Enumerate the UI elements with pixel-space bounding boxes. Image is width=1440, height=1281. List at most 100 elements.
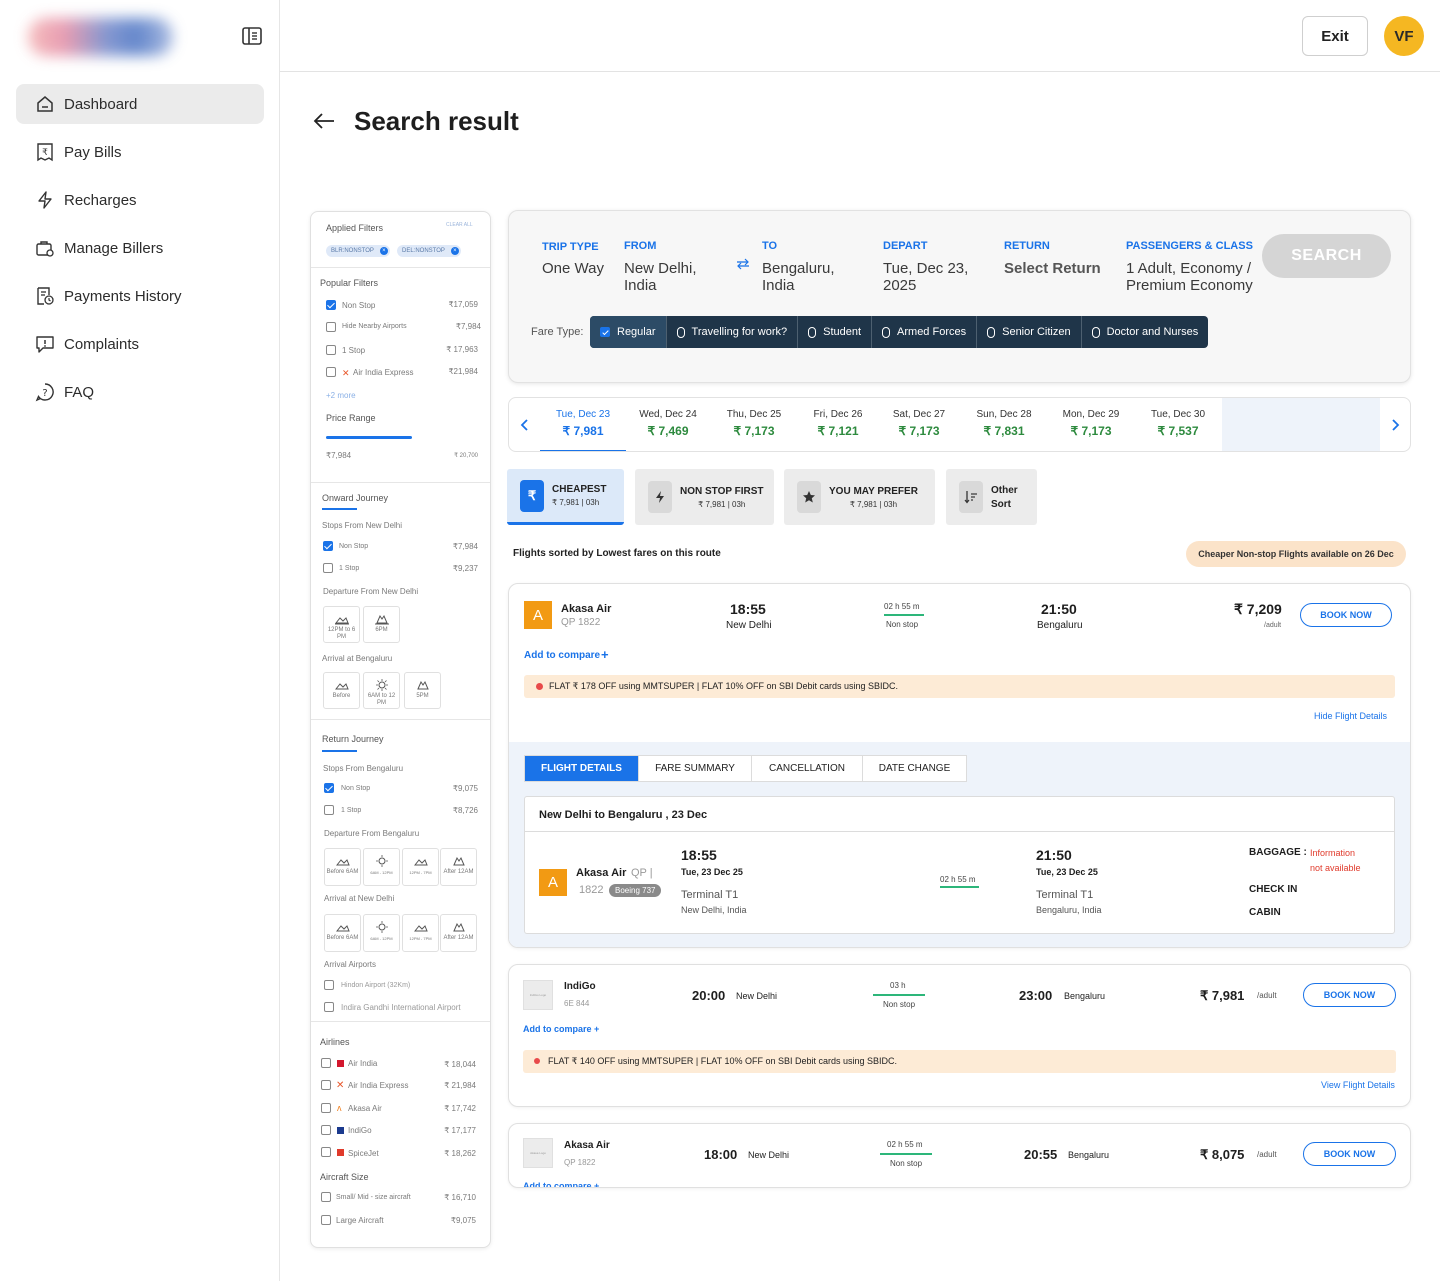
sidebar-item-dashboard[interactable]: Dashboard — [16, 84, 264, 124]
date-cell[interactable]: Sun, Dec 28 ₹ 7,831 — [976, 409, 1032, 438]
time-slot[interactable]: 6AM to 12 PM — [363, 672, 400, 709]
swap-icon[interactable] — [736, 258, 750, 270]
filter-checkbox[interactable] — [326, 322, 336, 332]
price-range-slider[interactable] — [326, 436, 412, 439]
date-cell[interactable]: Tue, Dec 30 ₹ 7,537 — [1150, 409, 1206, 438]
exit-button[interactable]: Exit — [1302, 16, 1368, 56]
time-slot[interactable]: 5PM — [404, 672, 441, 709]
filter-checkbox[interactable] — [321, 1103, 331, 1113]
time-slot[interactable]: After 12AM — [440, 914, 477, 952]
applied-filters-title: Applied Filters — [326, 223, 384, 233]
sidebar-item-payments-history[interactable]: Payments History — [16, 276, 264, 316]
view-flight-details-link[interactable]: View Flight Details — [1321, 1080, 1395, 1090]
add-to-compare-link[interactable]: Add to compare + — [523, 1024, 600, 1034]
book-now-button[interactable]: BOOK NOW — [1303, 983, 1396, 1007]
airline-name: Akasa Air — [576, 867, 627, 879]
filter-checkbox[interactable] — [321, 1147, 331, 1157]
date-cell[interactable]: Tue, Dec 23 ₹ 7,981 — [540, 398, 626, 451]
book-now-button[interactable]: BOOK NOW — [1303, 1142, 1396, 1166]
question-icon: ? — [34, 381, 56, 403]
sort-you-may-prefer[interactable]: YOU MAY PREFER ₹ 7,981 | 03h — [784, 469, 935, 525]
time-slot[interactable]: 12PM to 6 PM — [323, 606, 360, 643]
time-slot[interactable]: 6PM — [363, 606, 400, 643]
chevron-right-icon[interactable] — [1390, 418, 1400, 432]
date-cell[interactable]: Mon, Dec 29 ₹ 7,173 — [1062, 409, 1120, 438]
trip-type-value[interactable]: One Way — [542, 260, 604, 277]
return-value[interactable]: Select Return — [1004, 260, 1101, 277]
evening-icon — [374, 614, 389, 625]
departure-date: Tue, 23 Dec 25 — [681, 867, 743, 877]
sort-cheapest[interactable]: ₹ CHEAPEST ₹ 7,981 | 03h — [507, 469, 624, 525]
tab-cancellation[interactable]: CANCELLATION — [752, 756, 863, 781]
more-filters-link[interactable]: +2 more — [326, 391, 356, 400]
filter-checkbox[interactable] — [324, 805, 334, 815]
tab-flight-details[interactable]: FLIGHT DETAILS — [525, 756, 639, 781]
brand-logo[interactable] — [28, 18, 173, 56]
time-slot[interactable]: 12PM - 7PM — [402, 848, 439, 886]
cheaper-flights-badge[interactable]: Cheaper Non-stop Flights available on 26… — [1186, 541, 1406, 567]
sidebar-item-complaints[interactable]: Complaints — [16, 324, 264, 364]
filter-checkbox[interactable] — [321, 1058, 331, 1068]
fare-type-option-student[interactable]: Student — [798, 316, 873, 348]
fare-type-option-work[interactable]: Travelling for work? — [667, 316, 799, 348]
sort-other[interactable]: Other Sort — [946, 469, 1037, 525]
airline-name: IndiGo — [564, 981, 596, 992]
sidebar-collapse-icon[interactable] — [241, 25, 263, 47]
date-cell[interactable]: Sat, Dec 27 ₹ 7,173 — [892, 409, 946, 438]
close-icon[interactable]: × — [450, 247, 459, 255]
time-slot[interactable]: Before 6AM — [324, 914, 361, 952]
filter-checkbox[interactable] — [326, 300, 336, 310]
sort-non-stop-first[interactable]: NON STOP FIRST ₹ 7,981 | 03h — [635, 469, 774, 525]
clear-all-link[interactable]: CLEAR ALL — [446, 222, 473, 228]
hide-flight-details-link[interactable]: Hide Flight Details — [1314, 711, 1388, 721]
filter-checkbox[interactable] — [321, 1215, 331, 1225]
time-slot[interactable]: After 12AM — [440, 848, 477, 886]
date-cell[interactable]: Fri, Dec 26 ₹ 7,121 — [813, 409, 863, 438]
fare-type-option-armed-forces[interactable]: Armed Forces — [872, 316, 978, 348]
filter-checkbox[interactable] — [321, 1080, 331, 1090]
depart-value[interactable]: Tue, Dec 23, 2025 — [883, 260, 969, 294]
air-india-logo-icon — [337, 1060, 344, 1067]
filter-checkbox[interactable] — [324, 1002, 334, 1012]
sidebar-item-pay-bills[interactable]: ₹ Pay Bills — [16, 132, 264, 172]
date-cell[interactable]: Thu, Dec 25 ₹ 7,173 — [726, 409, 782, 438]
fare-type-option-doctor-nurses[interactable]: Doctor and Nurses — [1082, 316, 1209, 348]
fare-type-option-senior-citizen[interactable]: Senior Citizen — [977, 316, 1082, 348]
tab-fare-summary[interactable]: FARE SUMMARY — [639, 756, 752, 781]
add-to-compare-link[interactable]: Add to compare — [524, 650, 601, 661]
time-slot[interactable]: Before — [323, 672, 360, 709]
chevron-left-icon[interactable] — [520, 418, 530, 432]
filter-checkbox[interactable] — [321, 1192, 331, 1202]
back-arrow-icon[interactable] — [312, 110, 336, 132]
filter-checkbox[interactable] — [321, 1125, 331, 1135]
time-slot[interactable]: 6AM - 12PM — [363, 914, 400, 952]
filter-checkbox[interactable] — [324, 980, 334, 990]
tab-date-change[interactable]: DATE CHANGE — [878, 763, 951, 774]
sidebar-item-faq[interactable]: ? FAQ — [16, 372, 264, 412]
applied-filter-chip[interactable]: DEL:NONSTOP × — [397, 245, 461, 257]
avatar[interactable]: VF — [1384, 16, 1424, 56]
date-cell[interactable]: Wed, Dec 24 ₹ 7,469 — [639, 409, 697, 438]
filter-checkbox[interactable] — [326, 345, 336, 355]
sidebar-item-manage-billers[interactable]: Manage Billers — [16, 228, 264, 268]
search-button[interactable]: SEARCH — [1262, 234, 1391, 278]
time-slot[interactable]: 6AM - 12PM — [363, 848, 400, 886]
filter-checkbox[interactable] — [323, 541, 333, 551]
book-now-button[interactable]: BOOK NOW — [1300, 603, 1392, 627]
passengers-value[interactable]: 1 Adult, Economy / Premium Economy — [1126, 260, 1253, 294]
plus-icon[interactable]: + — [601, 647, 609, 662]
time-slot[interactable]: 12PM - 7PM — [402, 914, 439, 952]
from-value[interactable]: New Delhi, India — [624, 260, 697, 294]
filter-checkbox[interactable] — [326, 367, 336, 377]
time-slot[interactable]: Before 6AM — [324, 848, 361, 886]
sidebar-item-label: Payments History — [64, 287, 182, 305]
applied-filter-chip[interactable]: BLR:NONSTOP × — [326, 245, 390, 257]
route-title: New Delhi to Bengaluru , 23 Dec — [539, 809, 708, 821]
filter-checkbox[interactable] — [323, 563, 333, 573]
add-to-compare-link[interactable]: Add to compare + — [523, 1181, 600, 1187]
sidebar-item-recharges[interactable]: Recharges — [16, 180, 264, 220]
to-value[interactable]: Bengaluru, India — [762, 260, 835, 294]
filter-checkbox[interactable] — [324, 783, 334, 793]
fare-type-option-regular[interactable]: Regular — [590, 316, 667, 348]
close-icon[interactable]: × — [379, 247, 388, 255]
